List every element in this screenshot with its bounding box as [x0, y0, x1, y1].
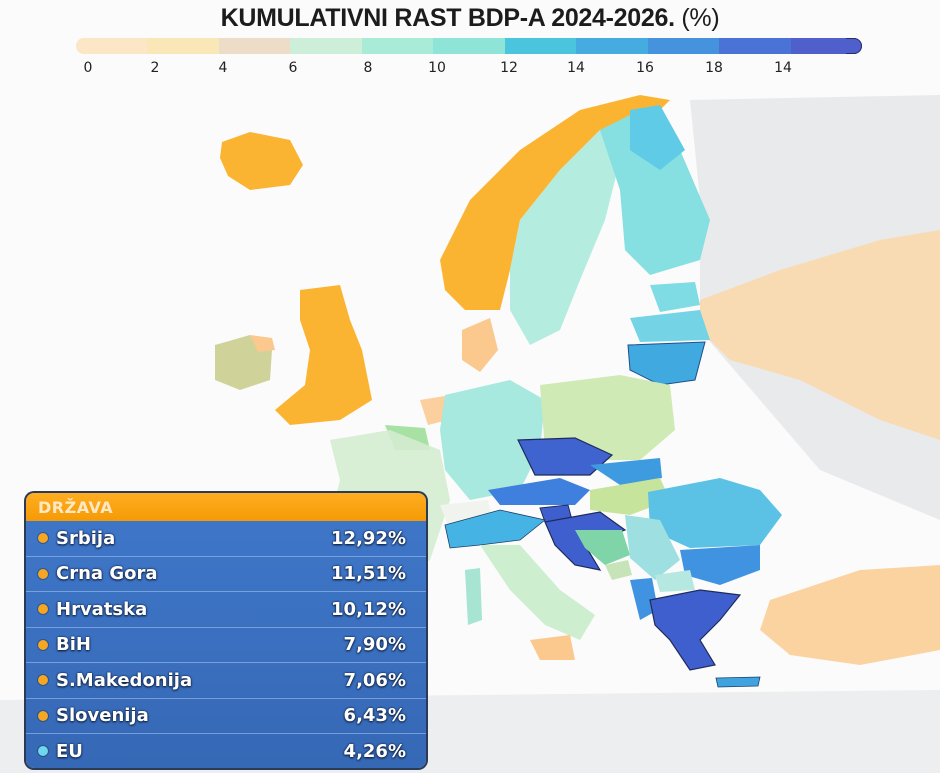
color-scale-tick-label: 18 — [705, 60, 723, 76]
chart-title-unit: (%) — [681, 4, 720, 32]
map-bosnia — [575, 530, 630, 565]
color-scale-bar — [76, 38, 862, 54]
country-name: Crna Gora — [56, 563, 158, 585]
country-name: EU — [56, 740, 83, 762]
chart-title-main: KUMULATIVNI RAST BDP-A 2024-2026. — [220, 4, 675, 32]
growth-value: 6,43% — [343, 705, 406, 727]
map-bulgaria — [680, 545, 760, 585]
map-northern-ireland — [250, 335, 275, 352]
table-row: Hrvatska 10,12% — [26, 592, 426, 628]
color-scale-segment — [76, 38, 148, 54]
map-austria — [488, 478, 590, 505]
map-estonia — [650, 282, 700, 312]
map-slovakia — [590, 458, 662, 485]
color-scale-tick-label: 14 — [774, 60, 792, 76]
country-growth-table: DRŽAVA Srbija 12,92% Crna Gora 11,51% Hrvats… — [26, 493, 426, 768]
color-scale-segment — [790, 38, 862, 54]
color-scale-tick-label: 0 — [83, 60, 93, 76]
color-scale-segment — [647, 38, 720, 54]
color-scale-segment — [576, 38, 648, 54]
map-sardinia — [465, 568, 482, 625]
growth-value: 10,12% — [331, 598, 406, 620]
map-denmark — [462, 318, 498, 372]
bullet-dot-icon — [38, 746, 48, 757]
map-italy-north — [444, 509, 546, 549]
color-scale-segment — [290, 38, 362, 54]
growth-value: 11,51% — [331, 563, 406, 585]
growth-value: 12,92% — [331, 527, 406, 549]
chart-title: KUMULATIVNI RAST BDP-A 2024-2026. (%) — [0, 4, 940, 33]
color-scale-tick-label: 16 — [636, 60, 654, 76]
bullet-dot-icon — [38, 710, 48, 721]
color-scale-tick-label: 2 — [150, 60, 160, 76]
bullet-dot-icon — [38, 568, 48, 579]
map-iceland — [220, 132, 303, 190]
color-scale-end-cap — [846, 38, 862, 54]
color-scale-tick-label: 6 — [288, 60, 298, 76]
map-montenegro — [605, 560, 632, 580]
map-finland-north — [630, 105, 685, 170]
map-crete — [715, 676, 761, 688]
table-rows: Srbija 12,92% Crna Gora 11,51% Hrvatska 10,12… — [26, 521, 426, 768]
table-row: Crna Gora 11,51% — [26, 557, 426, 592]
bullet-dot-icon — [38, 639, 48, 650]
color-scale-tick-label: 12 — [500, 60, 518, 76]
color-scale-tick-label: 10 — [428, 60, 446, 76]
color-scale-tick-label: 4 — [218, 60, 228, 76]
map-germany — [440, 380, 545, 500]
country-name: Hrvatska — [56, 598, 148, 620]
color-scale-tick-label: 8 — [363, 60, 373, 76]
map-finland — [600, 110, 710, 275]
color-scale-segment — [504, 38, 577, 54]
color-scale-segment — [147, 38, 219, 54]
map-lithuania — [627, 341, 706, 386]
country-name: Slovenija — [56, 705, 149, 727]
growth-value: 4,26% — [343, 740, 406, 762]
map-sicily — [530, 635, 575, 660]
map-uk — [275, 285, 372, 425]
color-scale-segment — [361, 38, 434, 54]
color-scale-ticks: 0 2 4 6 8 10 12 14 16 18 14 — [0, 60, 940, 80]
table-header-label: DRŽAVA — [38, 497, 114, 517]
color-scale-segment — [433, 38, 505, 54]
growth-value: 7,90% — [343, 634, 406, 656]
table-row: S.Makedonija 7,06% — [26, 663, 426, 699]
bullet-dot-icon — [38, 533, 48, 544]
growth-value: 7,06% — [343, 669, 406, 691]
table-row: Slovenija 6,43% — [26, 699, 426, 734]
map-netherlands — [420, 396, 448, 425]
map-greece — [649, 589, 742, 671]
bullet-dot-icon — [38, 675, 48, 686]
map-russia-orange — [700, 230, 940, 440]
table-header: DRŽAVA — [26, 493, 426, 521]
bullet-dot-icon — [38, 604, 48, 615]
map-norway — [440, 95, 670, 310]
table-row: BiH 7,90% — [26, 628, 426, 663]
table-row: EU 4,26% — [26, 734, 426, 768]
country-name: BiH — [56, 634, 91, 656]
map-romania — [648, 478, 782, 548]
color-scale-tick-label: 14 — [567, 60, 585, 76]
map-turkey-orange — [760, 565, 940, 665]
country-name: S.Makedonija — [56, 669, 193, 691]
color-scale-segment — [719, 38, 791, 54]
color-scale-segment — [218, 38, 291, 54]
map-serbia — [625, 515, 680, 580]
country-name: Srbija — [56, 527, 116, 549]
map-sweden — [510, 130, 620, 345]
map-latvia — [630, 310, 710, 342]
map-albania — [630, 578, 658, 620]
map-italy-south — [480, 545, 595, 640]
table-row: Srbija 12,92% — [26, 521, 426, 557]
map-north-macedonia — [655, 570, 695, 592]
